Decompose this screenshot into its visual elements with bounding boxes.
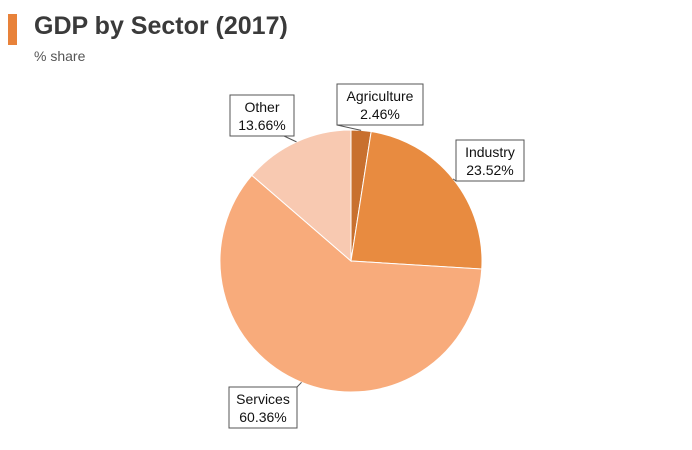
leader-line-other (283, 135, 297, 143)
label-box-agriculture (336, 83, 424, 126)
title-accent-bar (8, 14, 17, 45)
label-box-services (228, 386, 298, 429)
data-label-services: Services 60.36% (228, 386, 298, 429)
label-box-other (229, 94, 295, 137)
label-category-agriculture: Agriculture (347, 88, 414, 104)
leader-line-services (296, 381, 302, 388)
label-value-industry: 23.52% (466, 162, 513, 178)
label-box-industry (455, 139, 525, 182)
chart-title: GDP by Sector (2017) (34, 12, 288, 40)
label-category-other: Other (244, 99, 279, 115)
data-label-other: Other 13.66% (229, 94, 295, 137)
label-category-services: Services (236, 391, 290, 407)
label-value-services: 60.36% (239, 409, 286, 425)
data-label-industry: Industry 23.52% (455, 139, 525, 182)
pie-slice-services (219, 174, 483, 393)
leader-line-agriculture (336, 124, 362, 131)
data-labels: Agriculture 2.46% Industry 23.52% Services 60… (228, 83, 525, 429)
data-label-agriculture: Agriculture 2.46% (336, 83, 424, 126)
label-value-other: 13.66% (238, 117, 285, 133)
pie-slice-industry (350, 130, 483, 270)
pie-slice-other (251, 129, 352, 263)
label-value-agriculture: 2.46% (360, 106, 400, 122)
pie-slices (219, 129, 483, 393)
label-category-industry: Industry (465, 144, 515, 160)
chart-subtitle: % share (34, 48, 86, 64)
